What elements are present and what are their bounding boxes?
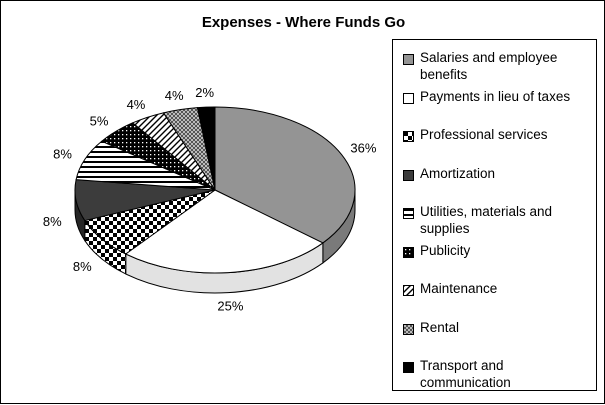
pie-data-label-3: 8% xyxy=(43,214,62,229)
pie-slice-8 xyxy=(196,106,216,191)
legend-swatch xyxy=(403,208,414,219)
legend-swatch xyxy=(403,285,414,296)
legend-label: Maintenance xyxy=(420,281,498,296)
pie-data-label-4: 8% xyxy=(53,146,72,161)
legend-label: Publicity xyxy=(420,242,471,258)
pie-data-label-7: 4% xyxy=(165,88,184,103)
legend-label: Rental xyxy=(420,319,460,335)
legend-label: Salaries and employee benefits xyxy=(420,50,558,82)
legend-swatch xyxy=(403,92,414,104)
legend-swatch xyxy=(403,169,414,181)
legend-swatch xyxy=(403,323,414,335)
pie-data-label-8: 2% xyxy=(195,85,214,100)
legend-swatch xyxy=(403,54,414,65)
legend-swatch xyxy=(403,131,414,142)
pie-slice-1 xyxy=(124,189,324,274)
pie-slice-0 xyxy=(214,106,356,244)
pie-data-label-5: 5% xyxy=(90,113,109,128)
pie-labels: 36% 25% 8% 8% 8% 5% 4% 4% 2% xyxy=(43,85,377,313)
legend-label: Payments in lieu of taxes xyxy=(420,88,571,104)
legend-label: Utilities, materials and supplies xyxy=(420,204,553,236)
pie-data-label-1: 25% xyxy=(217,299,243,314)
chart-title: Expenses - Where Funds Go xyxy=(201,14,406,31)
legend-swatch xyxy=(403,246,414,258)
legend-label: Transport and communication xyxy=(420,358,511,390)
pie-data-label-0: 36% xyxy=(350,141,376,156)
pie-data-label-6: 4% xyxy=(127,97,146,112)
legend-label: Professional services xyxy=(420,127,548,142)
chart-legend: Salaries and employee benefits Payments i… xyxy=(392,39,597,391)
legend-swatch xyxy=(403,362,414,373)
legend-label: Amortization xyxy=(420,165,496,181)
pie-tops xyxy=(74,106,356,274)
pie-data-label-2: 8% xyxy=(73,259,92,274)
